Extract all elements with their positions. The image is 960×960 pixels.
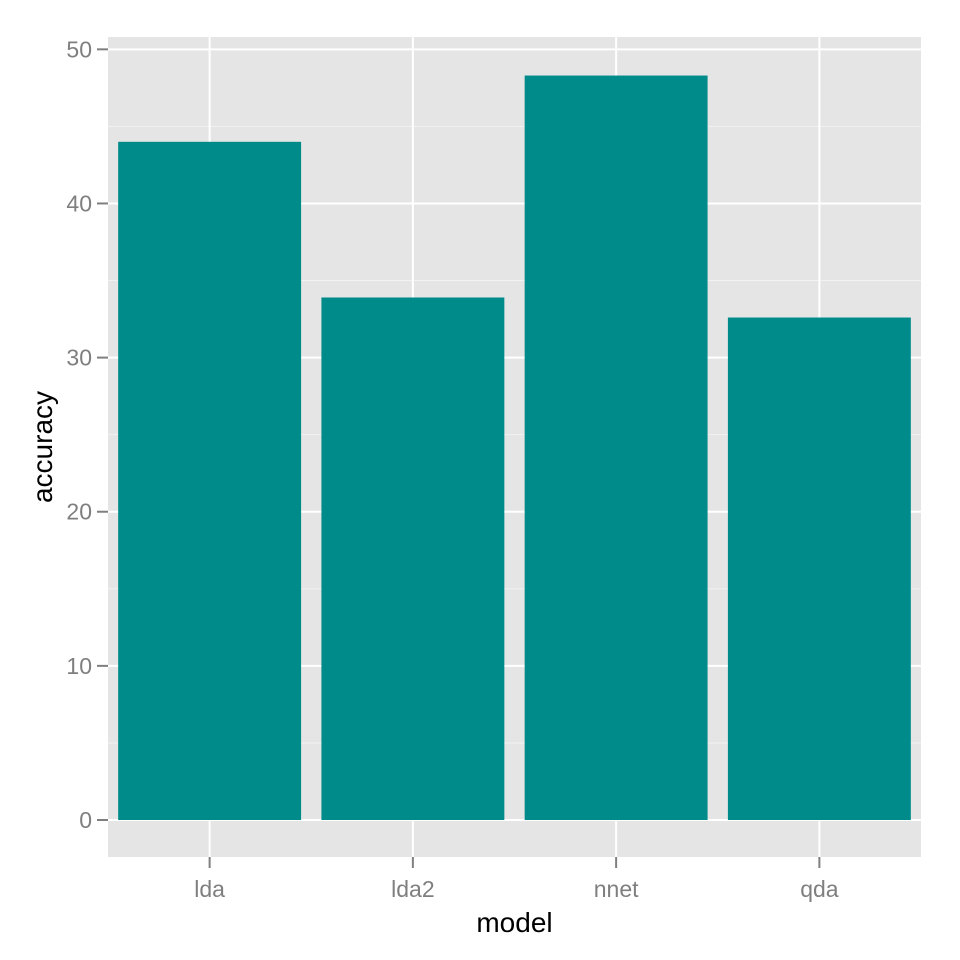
x-tick-label: lda2 bbox=[391, 876, 434, 902]
y-axis-title: accuracy bbox=[27, 391, 58, 503]
y-tick-label: 40 bbox=[66, 190, 92, 216]
bar-lda2 bbox=[321, 297, 505, 821]
y-tick-label: 50 bbox=[66, 36, 92, 62]
x-tick-label: nnet bbox=[594, 876, 639, 902]
y-axis: 0 10 20 30 40 50 bbox=[66, 36, 108, 833]
y-tick-label: 30 bbox=[66, 345, 92, 371]
y-tick-label: 0 bbox=[79, 807, 92, 833]
x-tick-label: lda bbox=[194, 876, 225, 902]
bar-qda bbox=[727, 317, 911, 821]
bars bbox=[118, 75, 911, 821]
x-axis-title: model bbox=[476, 907, 552, 938]
bar-nnet bbox=[524, 75, 708, 821]
bar-lda bbox=[118, 141, 302, 821]
x-tick-label: qda bbox=[800, 876, 839, 902]
x-axis: lda lda2 nnet qda bbox=[194, 857, 839, 902]
y-tick-label: 10 bbox=[66, 653, 92, 679]
y-tick-label: 20 bbox=[66, 499, 92, 525]
